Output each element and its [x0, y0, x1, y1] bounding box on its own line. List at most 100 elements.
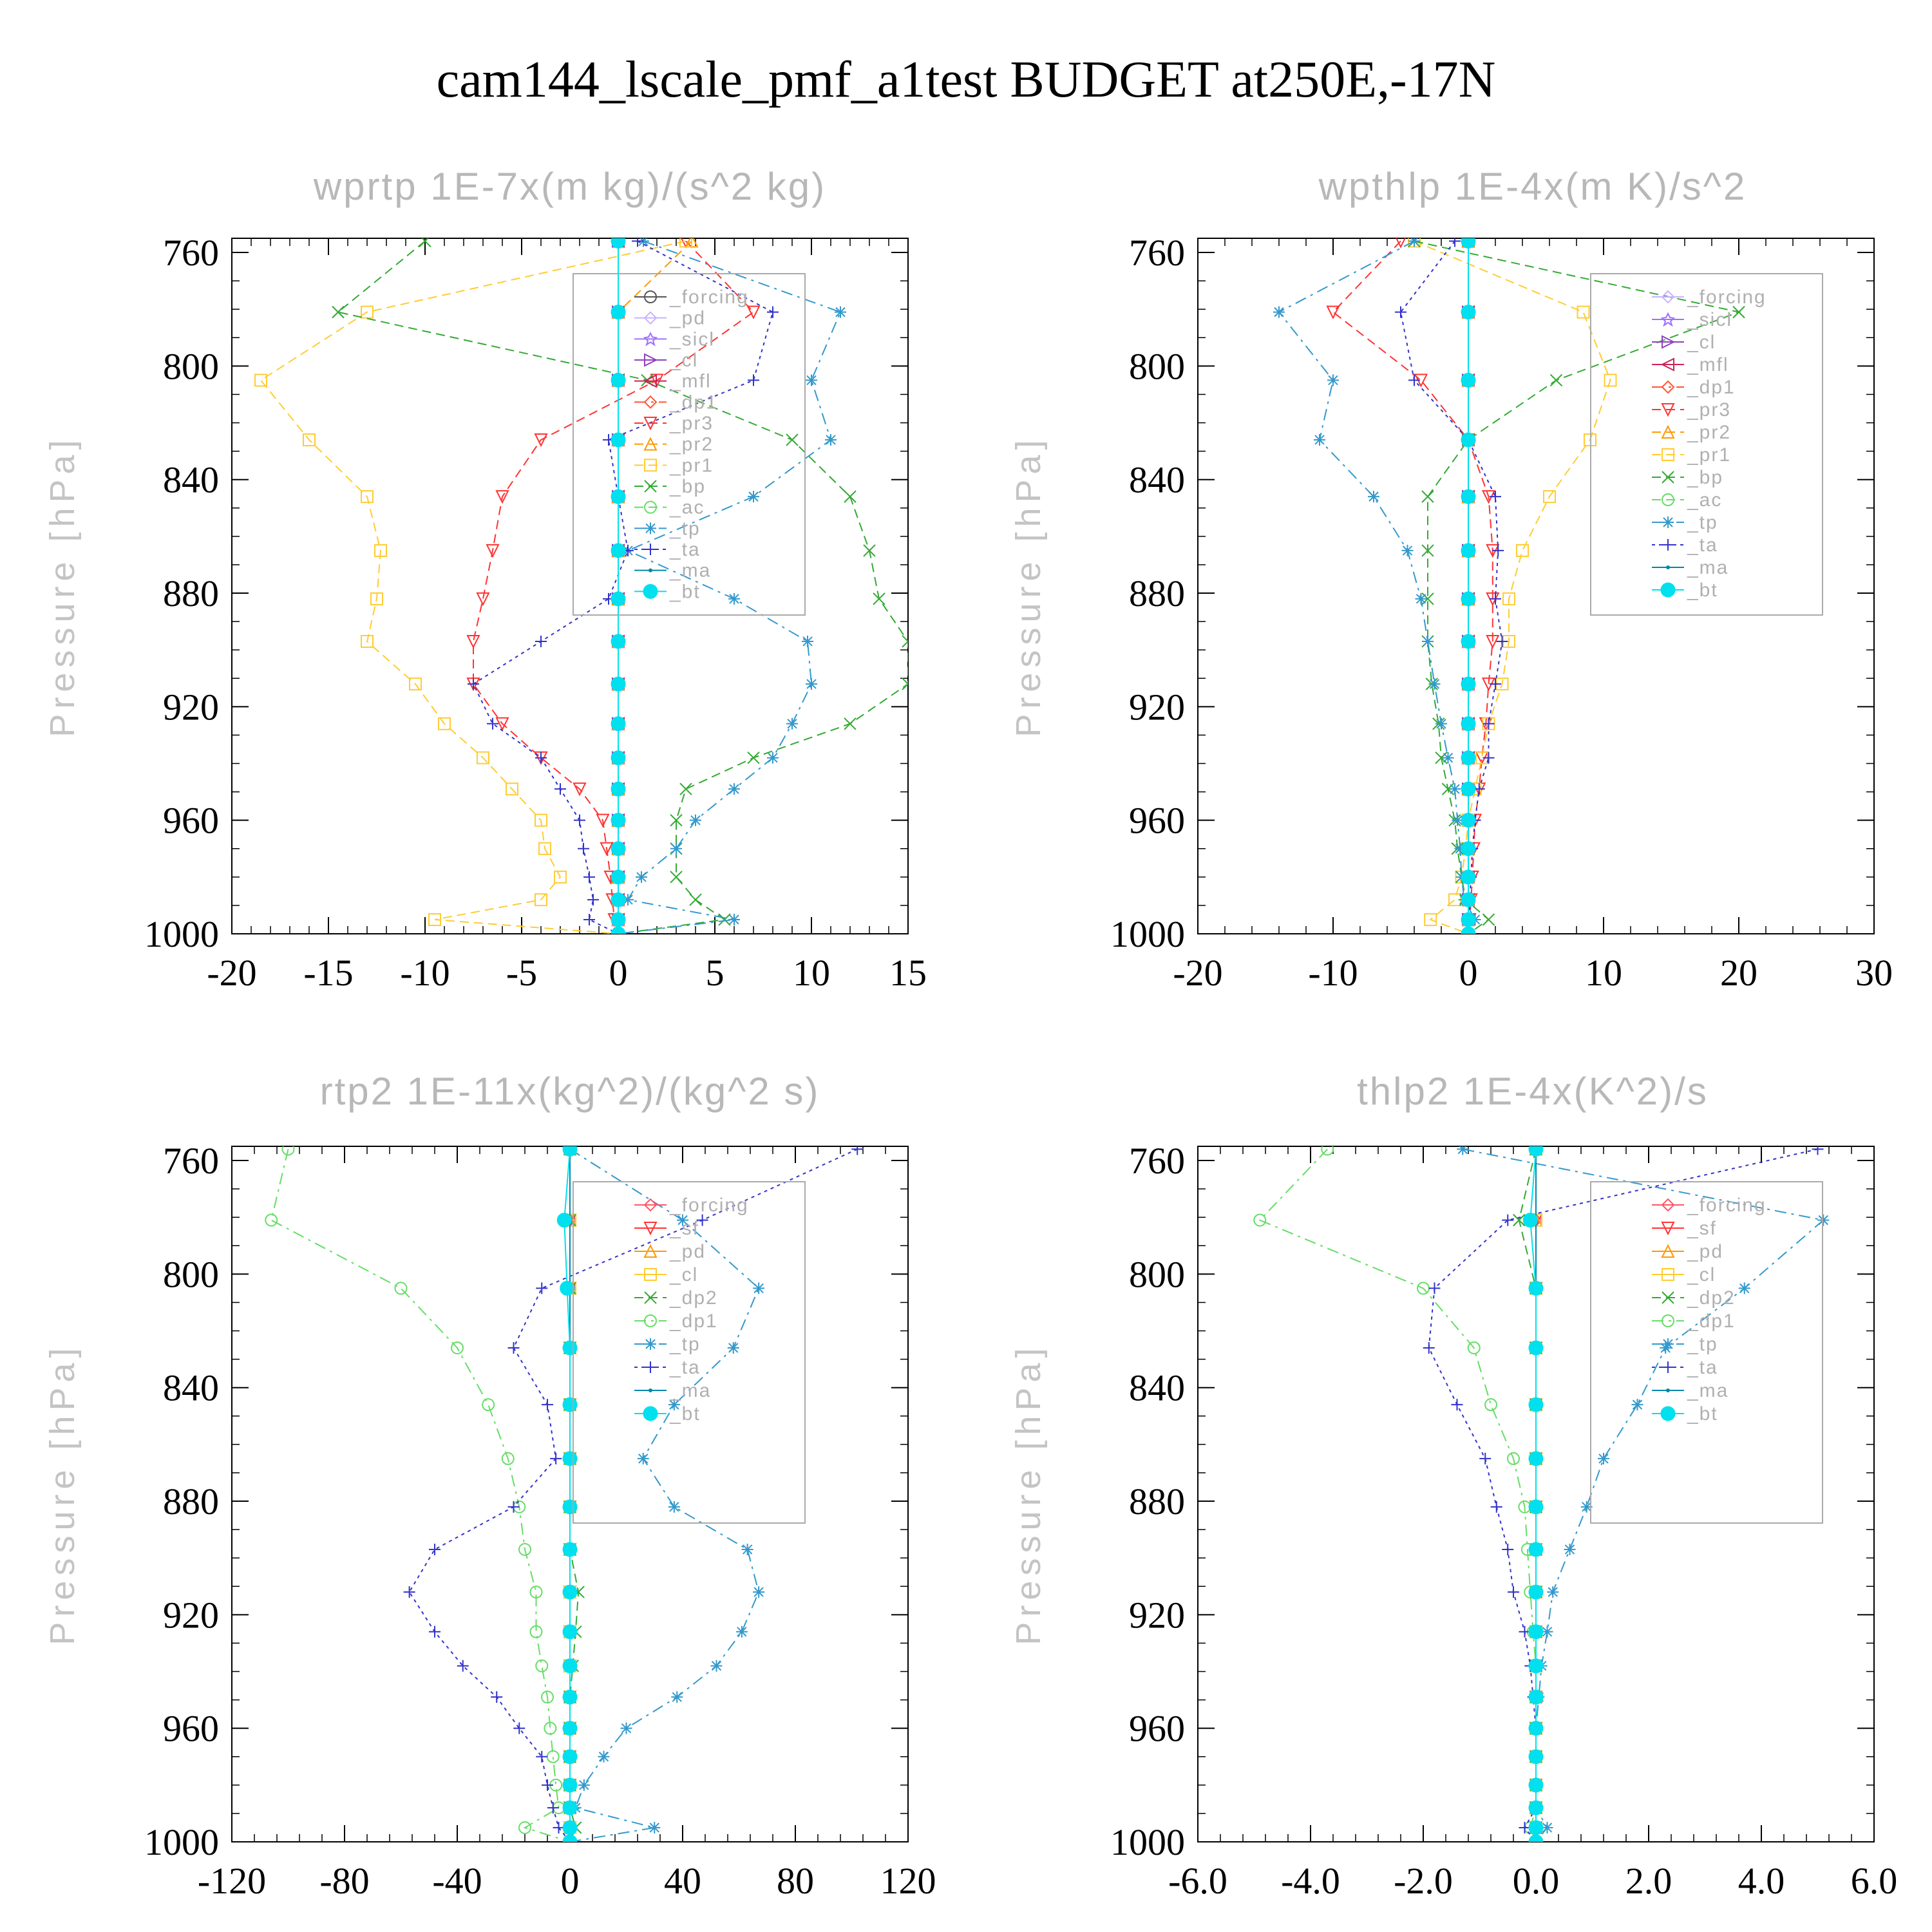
data-point-bt	[611, 305, 626, 320]
legend-marker	[643, 332, 658, 346]
data-point-ta	[1395, 306, 1406, 318]
y-tick-label: 920	[163, 1594, 219, 1636]
data-point-bt	[1461, 543, 1476, 558]
legend-label: _sf	[669, 1218, 699, 1239]
legend-label: _forcing	[669, 287, 749, 308]
data-point-bt	[1461, 841, 1476, 857]
legend-label: _pd	[669, 1241, 706, 1262]
data-point-dp1	[518, 1542, 531, 1556]
series-line-bp	[336, 240, 908, 934]
y-tick-label: 920	[163, 686, 219, 728]
legend-label: _forcing	[669, 1195, 749, 1216]
legend-label: _forcing	[1687, 1195, 1766, 1216]
legend-label: _pr3	[669, 413, 714, 434]
data-point-tp	[748, 491, 759, 503]
data-point-ta	[748, 374, 759, 386]
data-point-bp	[902, 635, 908, 648]
data-point-pr1	[409, 677, 422, 691]
legend-marker	[643, 395, 658, 409]
plot-frame	[1197, 238, 1875, 934]
legend-marker	[1661, 1198, 1675, 1212]
data-point-bt	[1528, 1451, 1544, 1466]
legend-marker	[1662, 539, 1674, 551]
data-point-dp1	[535, 1659, 549, 1672]
data-point-bt	[1461, 372, 1476, 388]
legend-marker	[644, 459, 657, 472]
y-tick-label: 960	[1129, 800, 1185, 842]
data-point-bt	[1528, 1721, 1544, 1736]
data-point-ta	[1490, 1501, 1502, 1513]
chart-panel-3: rtp2 1E-11x(kg^2)/(kg^2 s) Pressure [hPa]…	[43, 1070, 936, 1902]
data-point-bp	[679, 782, 692, 795]
x-tick-label: 0	[561, 1860, 580, 1902]
data-point-tp	[1660, 1341, 1672, 1354]
x-tick-label: -15	[303, 952, 353, 994]
plot-frame	[231, 238, 909, 934]
legend-marker	[644, 500, 657, 514]
legend-marker	[645, 544, 656, 555]
series-line-pr1	[1414, 240, 1611, 934]
data-point-bt	[1528, 1584, 1544, 1600]
data-point-ta	[1502, 1543, 1514, 1555]
data-point-ta	[578, 842, 589, 855]
data-point-pr1	[535, 813, 547, 827]
x-tick-label: -120	[198, 1860, 266, 1902]
data-point-bt	[562, 1397, 578, 1412]
data-point-tp	[1273, 306, 1285, 318]
legend-marker	[1661, 380, 1675, 394]
y-tick-label: 1000	[144, 1821, 219, 1863]
data-point-bp	[1421, 490, 1434, 503]
legend-label: _pr2	[669, 434, 714, 455]
data-point-ta	[1812, 1146, 1824, 1155]
data-point-bp	[1441, 782, 1455, 795]
data-point-bt	[562, 1689, 578, 1705]
y-tick-label: 760	[163, 1140, 219, 1182]
data-point-bt	[1528, 1800, 1544, 1815]
legend-marker	[1660, 357, 1674, 372]
data-point-pr1	[535, 893, 547, 907]
data-point-ta	[767, 306, 779, 318]
data-point-tp	[671, 1691, 683, 1703]
data-point-bt	[1528, 1834, 1544, 1842]
data-point-bt	[562, 1721, 578, 1736]
data-point-pr1	[554, 870, 567, 884]
data-point-tp	[806, 374, 817, 386]
series-line-tp	[569, 1148, 760, 1842]
data-point-pr3	[486, 544, 500, 558]
legend-label: _pr1	[1687, 444, 1731, 466]
data-point-tp	[741, 1543, 753, 1555]
x-tick-label: -20	[207, 952, 256, 994]
data-point-dp1	[1507, 1452, 1520, 1465]
series-line-tp	[1463, 1148, 1825, 1842]
x-tick-label: 0	[609, 952, 628, 994]
legend-label: _tp	[669, 1334, 701, 1355]
data-point-tp	[690, 814, 701, 826]
data-point-pr1	[679, 238, 692, 248]
legend-marker	[644, 1291, 657, 1304]
legend-label: _dp1	[1687, 1311, 1736, 1332]
legend-marker	[644, 480, 657, 493]
series-line-ta	[1428, 1148, 1818, 1842]
data-point-ta	[1490, 592, 1501, 605]
y-tick-label: 760	[163, 232, 219, 274]
data-point-tp	[677, 1214, 688, 1226]
legend-marker	[643, 417, 658, 431]
legend-marker	[1661, 1222, 1675, 1236]
series-line-ta	[1399, 240, 1503, 934]
data-point-bt	[611, 432, 626, 448]
data-point-bt	[562, 1749, 578, 1765]
data-point-tp	[1428, 678, 1441, 690]
data-point-bp	[873, 592, 886, 605]
data-point-bt	[1461, 813, 1476, 828]
data-point-tp	[753, 1586, 765, 1598]
data-point-bp	[1435, 751, 1448, 764]
legend-marker	[643, 1222, 658, 1236]
data-point-bp	[844, 717, 857, 730]
data-point-ta	[429, 1543, 440, 1555]
data-point-tp	[1541, 1625, 1553, 1638]
legend-label: _sf	[1687, 1218, 1717, 1239]
legend-marker	[644, 1314, 657, 1327]
x-tick-label: -10	[400, 952, 450, 994]
legend-marker	[1662, 471, 1674, 484]
y-tick-label: 800	[1129, 1253, 1185, 1295]
